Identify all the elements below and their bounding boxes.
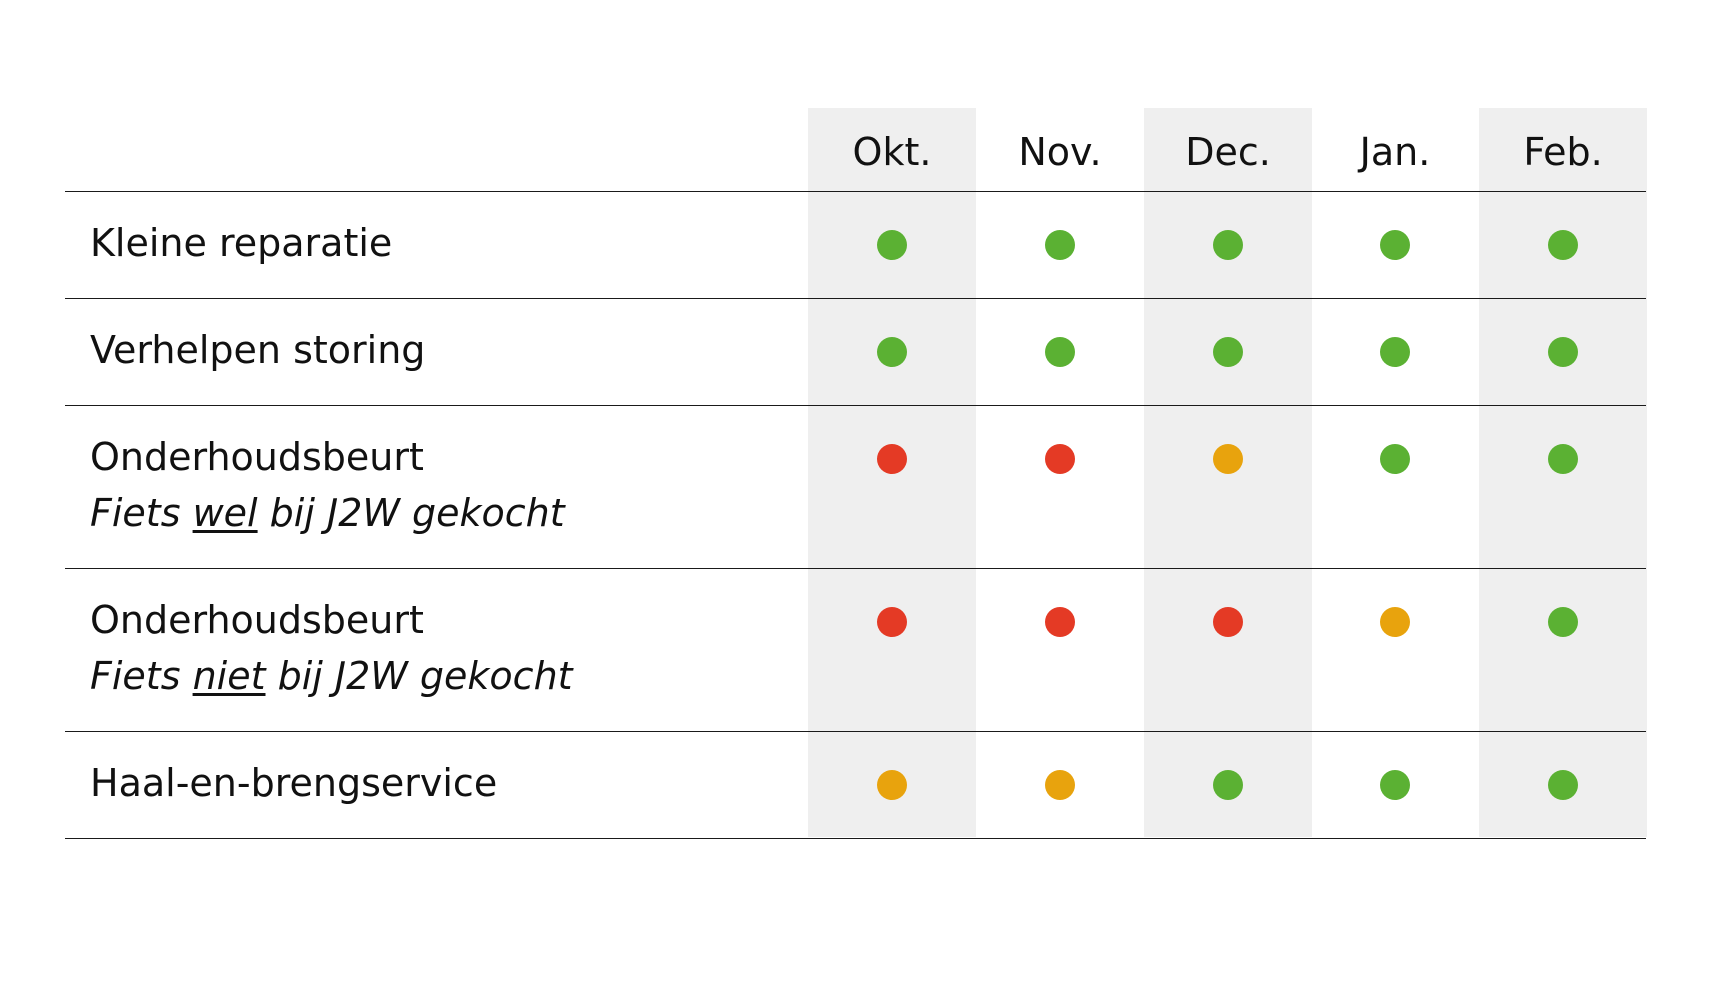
month-header-nov: Nov.	[1018, 130, 1102, 174]
table-row: Onderhoudsbeurt Fiets wel bij J2W gekoch…	[65, 406, 1646, 569]
status-dot-red-okt	[877, 607, 907, 637]
row-subtitle: Fiets wel bij J2W gekocht	[90, 490, 565, 536]
month-header-okt: Okt.	[852, 130, 932, 174]
row-title: Onderhoudsbeurt	[90, 598, 424, 642]
row-title: Haal-en-brengservice	[90, 761, 498, 805]
status-dot-green-feb	[1548, 444, 1578, 474]
status-dot-orange-jan	[1380, 607, 1410, 637]
status-dot-green-okt	[877, 230, 907, 260]
header-row: Okt. Nov. Dec. Jan. Feb.	[65, 108, 1646, 192]
status-dot-green-nov	[1045, 230, 1075, 260]
row-title: Kleine reparatie	[90, 221, 393, 265]
subtitle-prefix: Fiets	[90, 654, 193, 698]
row-subtitle: Fiets niet bij J2W gekocht	[90, 653, 573, 699]
status-dot-green-jan	[1380, 337, 1410, 367]
status-dot-green-nov	[1045, 337, 1075, 367]
subtitle-emphasis: niet	[192, 654, 266, 698]
subtitle-suffix: bij J2W gekocht	[265, 654, 573, 698]
status-dot-red-nov	[1045, 607, 1075, 637]
status-dot-orange-nov	[1045, 770, 1075, 800]
status-dot-green-dec	[1213, 230, 1243, 260]
subtitle-emphasis: wel	[192, 491, 258, 535]
table-row: Onderhoudsbeurt Fiets niet bij J2W gekoc…	[65, 569, 1646, 732]
status-dot-green-dec	[1213, 770, 1243, 800]
status-dot-red-nov	[1045, 444, 1075, 474]
status-dot-red-okt	[877, 444, 907, 474]
status-dot-green-okt	[877, 337, 907, 367]
status-dot-green-feb	[1548, 230, 1578, 260]
table-row: Haal-en-brengservice	[65, 732, 1646, 839]
month-header-jan: Jan.	[1359, 130, 1431, 174]
month-header-feb: Feb.	[1523, 130, 1603, 174]
status-dot-green-feb	[1548, 770, 1578, 800]
status-dot-orange-dec	[1213, 444, 1243, 474]
status-dot-green-jan	[1380, 770, 1410, 800]
table-row: Kleine reparatie	[65, 192, 1646, 299]
status-dot-green-jan	[1380, 230, 1410, 260]
subtitle-suffix: bij J2W gekocht	[257, 491, 565, 535]
status-dot-red-dec	[1213, 607, 1243, 637]
table-row: Verhelpen storing	[65, 299, 1646, 406]
status-dot-green-jan	[1380, 444, 1410, 474]
status-dot-green-dec	[1213, 337, 1243, 367]
subtitle-prefix: Fiets	[90, 491, 193, 535]
month-header-dec: Dec.	[1185, 130, 1271, 174]
status-dot-green-feb	[1548, 607, 1578, 637]
status-dot-green-feb	[1548, 337, 1578, 367]
status-dot-orange-okt	[877, 770, 907, 800]
service-availability-table: Okt. Nov. Dec. Jan. Feb. Kleine reparati…	[65, 108, 1647, 839]
row-title: Verhelpen storing	[90, 328, 426, 372]
row-title: Onderhoudsbeurt	[90, 435, 424, 479]
